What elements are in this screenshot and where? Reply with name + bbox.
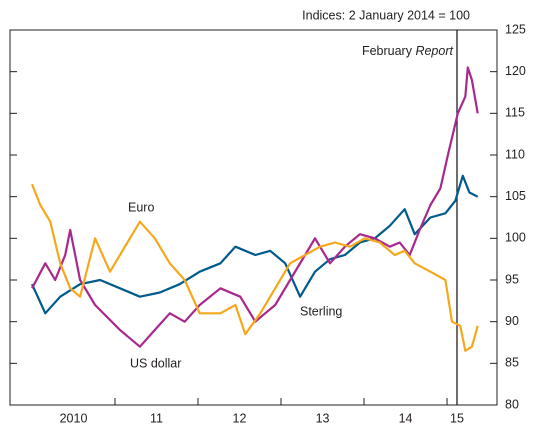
series-line [30, 183, 479, 352]
series-line [31, 66, 479, 348]
x-tick-label: 15 [450, 411, 464, 425]
chart-subtitle: Indices: 2 January 2014 = 100 [302, 8, 470, 22]
x-tick-label: 12 [233, 411, 247, 425]
y-tick-label: 100 [505, 231, 526, 245]
report-label-italic: Report [415, 44, 453, 58]
report-label-text: February [362, 44, 413, 58]
x-tick-label: 11 [150, 411, 163, 425]
x-tick-label: 2010 [60, 411, 88, 425]
plot-frame [9, 29, 498, 406]
y-tick-label: 80 [505, 397, 519, 411]
series-label: Euro [128, 200, 154, 214]
y-tick-label: 85 [505, 356, 519, 370]
x-tick-label: 13 [316, 411, 330, 425]
y-tick-label: 105 [505, 189, 526, 203]
series-label: Sterling [300, 304, 342, 318]
y-tick-label: 90 [505, 314, 519, 328]
x-tick-label: 14 [399, 411, 413, 425]
y-tick-label: 110 [505, 147, 525, 161]
y-tick-label: 115 [505, 106, 525, 120]
series-label: US dollar [130, 356, 181, 370]
series-line [30, 174, 479, 315]
y-tick-label: 95 [505, 272, 519, 286]
y-tick-label: 125 [505, 22, 526, 36]
report-label: February Report [362, 44, 454, 58]
y-tick-label: 120 [505, 64, 526, 78]
